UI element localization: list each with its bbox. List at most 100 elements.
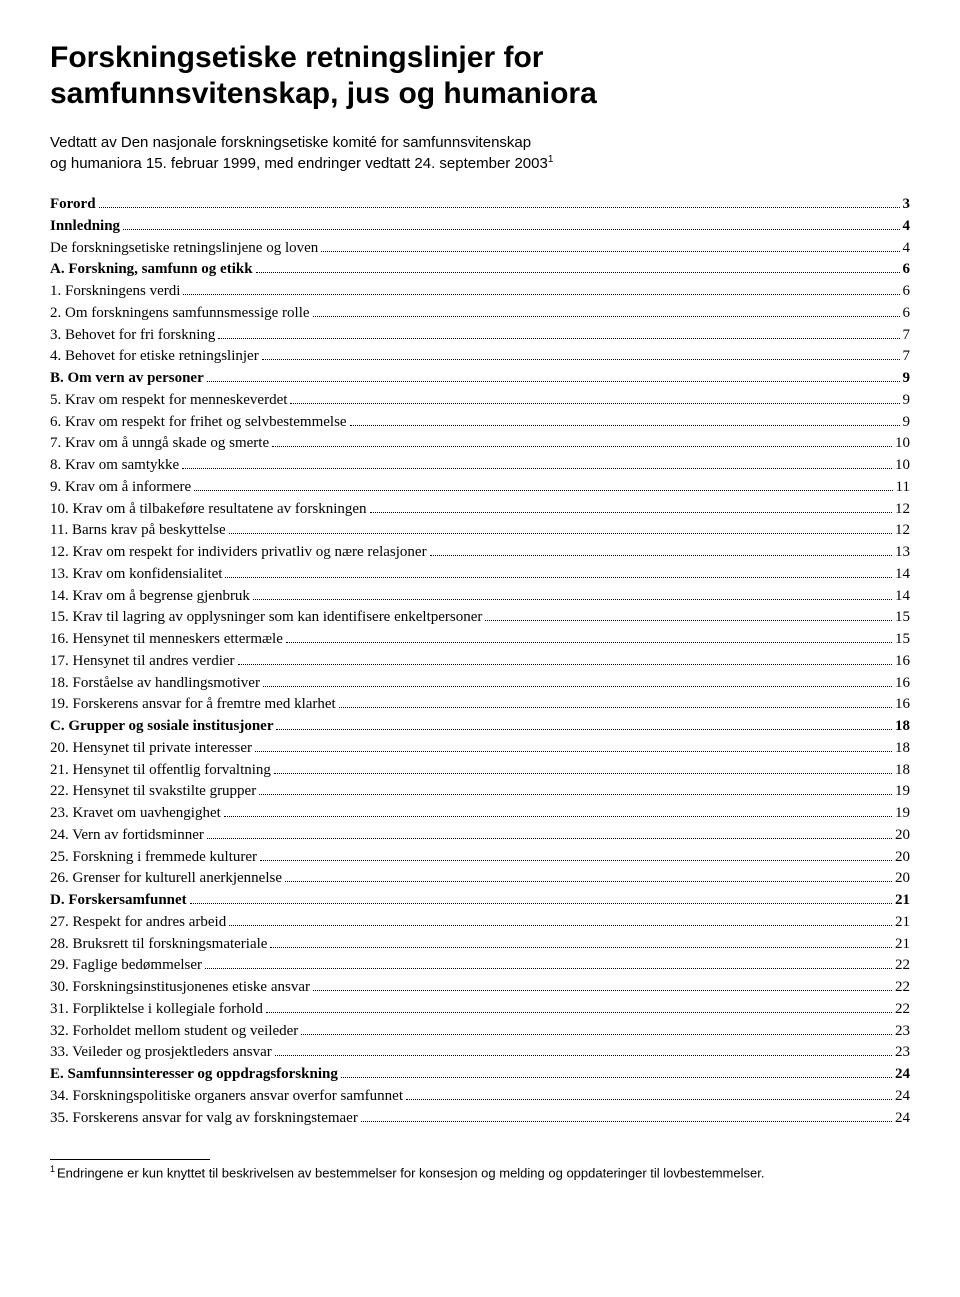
toc-label: Innledning	[50, 216, 120, 238]
toc-row: 5. Krav om respekt for menneskeverdet 9	[50, 390, 910, 412]
toc-row: 17. Hensynet til andres verdier 16	[50, 651, 910, 673]
toc-dot-leader	[182, 468, 892, 469]
subtitle-footnote-ref: 1	[548, 154, 554, 165]
toc-page-number: 18	[895, 738, 910, 760]
footnote-separator	[50, 1159, 210, 1160]
toc-label: 27. Respekt for andres arbeid	[50, 912, 226, 934]
toc-dot-leader	[272, 446, 892, 447]
title-line-2: samfunnsvitenskap, jus og humaniora	[50, 77, 597, 110]
toc-row: 3. Behovet for fri forskning 7	[50, 325, 910, 347]
toc-dot-leader	[301, 1034, 892, 1035]
toc-dot-leader	[286, 642, 892, 643]
toc-page-number: 24	[895, 1086, 910, 1108]
toc-dot-leader	[370, 512, 892, 513]
toc-label: 34. Forskningspolitiske organers ansvar …	[50, 1086, 403, 1108]
toc-label: 33. Veileder og prosjektleders ansvar	[50, 1042, 272, 1064]
toc-label: 4. Behovet for etiske retningslinjer	[50, 346, 259, 368]
toc-label: E. Samfunnsinteresser og oppdragsforskni…	[50, 1064, 338, 1086]
toc-label: 8. Krav om samtykke	[50, 455, 179, 477]
toc-row: A. Forskning, samfunn og etikk 6	[50, 259, 910, 281]
toc-label: De forskningsetiske retningslinjene og l…	[50, 238, 318, 260]
toc-dot-leader	[275, 1055, 892, 1056]
toc-label: 7. Krav om å unngå skade og smerte	[50, 433, 269, 455]
toc-label: 21. Hensynet til offentlig forvaltning	[50, 760, 271, 782]
toc-label: 10. Krav om å tilbakeføre resultatene av…	[50, 499, 367, 521]
title-line-1: Forskningsetiske retningslinjer for	[50, 41, 543, 74]
toc-dot-leader	[263, 686, 892, 687]
toc-dot-leader	[190, 903, 892, 904]
toc-row: 6. Krav om respekt for frihet og selvbes…	[50, 412, 910, 434]
toc-page-number: 23	[895, 1021, 910, 1043]
toc-dot-leader	[406, 1099, 892, 1100]
toc-label: 22. Hensynet til svakstilte grupper	[50, 781, 256, 803]
toc-page-number: 20	[895, 868, 910, 890]
toc-row: 4. Behovet for etiske retningslinjer 7	[50, 346, 910, 368]
toc-row: Innledning 4	[50, 216, 910, 238]
toc-page-number: 22	[895, 977, 910, 999]
toc-row: 22. Hensynet til svakstilte grupper 19	[50, 781, 910, 803]
subtitle-line-2: og humaniora 15. februar 1999, med endri…	[50, 155, 548, 172]
toc-label: 6. Krav om respekt for frihet og selvbes…	[50, 412, 347, 434]
toc-row: 2. Om forskningens samfunnsmessige rolle…	[50, 303, 910, 325]
toc-dot-leader	[183, 294, 899, 295]
toc-page-number: 11	[896, 477, 910, 499]
toc-page-number: 18	[895, 760, 910, 782]
toc-page-number: 3	[903, 194, 911, 216]
toc-page-number: 15	[895, 607, 910, 629]
toc-label: 2. Om forskningens samfunnsmessige rolle	[50, 303, 310, 325]
toc-dot-leader	[285, 881, 892, 882]
toc-dot-leader	[313, 316, 900, 317]
toc-label: 16. Hensynet til menneskers ettermæle	[50, 629, 283, 651]
toc-dot-leader	[207, 381, 900, 382]
toc-dot-leader	[255, 751, 892, 752]
toc-dot-leader	[224, 816, 892, 817]
toc-row: 11. Barns krav på beskyttelse 12	[50, 520, 910, 542]
toc-page-number: 22	[895, 999, 910, 1021]
toc-page-number: 22	[895, 955, 910, 977]
toc-row: 35. Forskerens ansvar for valg av forskn…	[50, 1108, 910, 1130]
toc-row: 15. Krav til lagring av opplysninger som…	[50, 607, 910, 629]
toc-page-number: 6	[903, 259, 911, 281]
toc-label: 28. Bruksrett til forskningsmateriale	[50, 934, 267, 956]
toc-row: 32. Forholdet mellom student og veileder…	[50, 1021, 910, 1043]
toc-row: 27. Respekt for andres arbeid 21	[50, 912, 910, 934]
toc-page-number: 21	[895, 934, 910, 956]
toc-label: 35. Forskerens ansvar for valg av forskn…	[50, 1108, 358, 1130]
footnote: 1Endringene er kun knyttet til beskrivel…	[50, 1164, 910, 1182]
toc-page-number: 14	[895, 586, 910, 608]
toc-row: 12. Krav om respekt for individers priva…	[50, 542, 910, 564]
toc-label: 12. Krav om respekt for individers priva…	[50, 542, 427, 564]
toc-label: A. Forskning, samfunn og etikk	[50, 259, 253, 281]
toc-label: 25. Forskning i fremmede kulturer	[50, 847, 257, 869]
toc-dot-leader	[99, 207, 900, 208]
toc-row: D. Forskersamfunnet 21	[50, 890, 910, 912]
toc-dot-leader	[350, 425, 900, 426]
toc-row: E. Samfunnsinteresser og oppdragsforskni…	[50, 1064, 910, 1086]
toc-dot-leader	[266, 1012, 892, 1013]
toc-dot-leader	[123, 229, 899, 230]
toc-label: 13. Krav om konfidensialitet	[50, 564, 222, 586]
toc-dot-leader	[274, 773, 892, 774]
toc-page-number: 6	[903, 281, 911, 303]
toc-label: 19. Forskerens ansvar for å fremtre med …	[50, 694, 336, 716]
toc-dot-leader	[225, 577, 892, 578]
toc-label: 17. Hensynet til andres verdier	[50, 651, 235, 673]
toc-label: 20. Hensynet til private interesser	[50, 738, 252, 760]
subtitle-line-1: Vedtatt av Den nasjonale forskningsetisk…	[50, 134, 531, 151]
toc-page-number: 21	[895, 912, 910, 934]
toc-dot-leader	[361, 1121, 892, 1122]
toc-row: 13. Krav om konfidensialitet 14	[50, 564, 910, 586]
toc-label: 32. Forholdet mellom student og veileder	[50, 1021, 298, 1043]
toc-label: 23. Kravet om uavhengighet	[50, 803, 221, 825]
toc-label: C. Grupper og sosiale institusjoner	[50, 716, 273, 738]
toc-label: D. Forskersamfunnet	[50, 890, 187, 912]
toc-dot-leader	[229, 925, 892, 926]
toc-row: 19. Forskerens ansvar for å fremtre med …	[50, 694, 910, 716]
toc-row: Forord 3	[50, 194, 910, 216]
toc-page-number: 10	[895, 455, 910, 477]
toc-page-number: 24	[895, 1064, 910, 1086]
toc-row: 7. Krav om å unngå skade og smerte 10	[50, 433, 910, 455]
toc-label: 14. Krav om å begrense gjenbruk	[50, 586, 250, 608]
toc-page-number: 19	[895, 803, 910, 825]
toc-dot-leader	[194, 490, 892, 491]
